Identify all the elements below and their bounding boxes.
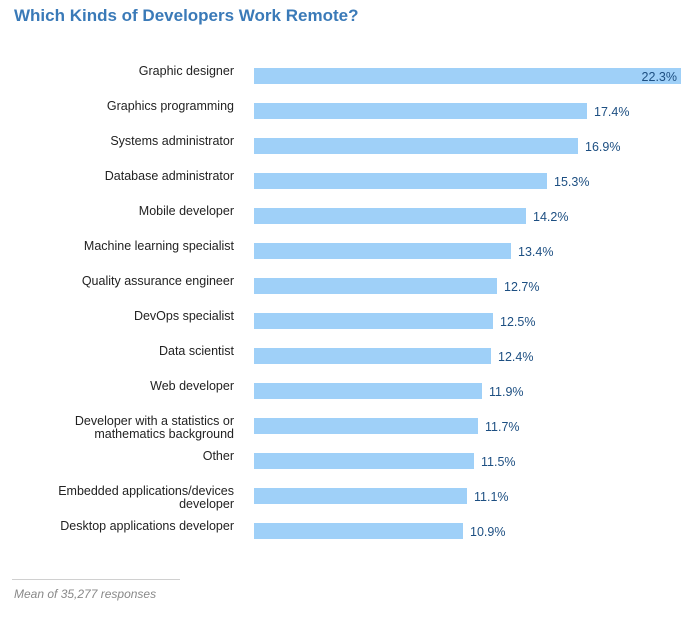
- value-label-6: 12.7%: [504, 280, 539, 294]
- value-label-10: 11.7%: [485, 420, 520, 434]
- bar-5: [254, 243, 511, 259]
- category-label-3: Database administrator: [105, 169, 234, 183]
- category-label-12: Embedded applications/devices developer: [58, 484, 234, 511]
- bar-8: [254, 348, 491, 364]
- value-label-13: 10.9%: [470, 525, 505, 539]
- bar-11: [254, 453, 474, 469]
- category-label-2: Systems administrator: [110, 134, 234, 148]
- footnote-divider: [12, 579, 180, 580]
- category-label-8: Data scientist: [159, 344, 235, 358]
- bar-4: [254, 208, 526, 224]
- value-label-9: 11.9%: [489, 385, 524, 399]
- category-label-9: Web developer: [150, 379, 234, 393]
- category-label-10: Developer with a statistics or mathematic…: [75, 414, 234, 441]
- category-label-0: Graphic designer: [139, 64, 234, 78]
- bar-7: [254, 313, 493, 329]
- value-label-0: 22.3%: [642, 70, 677, 84]
- value-label-11: 11.5%: [481, 455, 516, 469]
- bar-1: [254, 103, 587, 119]
- footnote: Mean of 35,277 responses: [14, 587, 157, 601]
- category-label-1: Graphics programming: [107, 99, 234, 113]
- value-label-8: 12.4%: [498, 350, 533, 364]
- bar-13: [254, 523, 463, 539]
- value-label-12: 11.1%: [474, 490, 509, 504]
- category-label-11: Other: [203, 449, 234, 463]
- category-label-13: Desktop applications developer: [60, 519, 234, 533]
- bar-chart: Graphic designer 22.3% Graphics programmin…: [58, 64, 681, 539]
- category-label-7: DevOps specialist: [134, 309, 235, 323]
- value-label-5: 13.4%: [518, 245, 553, 259]
- bar-0: [254, 68, 681, 84]
- value-label-3: 15.3%: [554, 175, 589, 189]
- category-label-5: Machine learning specialist: [84, 239, 235, 253]
- bar-2: [254, 138, 578, 154]
- value-label-1: 17.4%: [594, 105, 629, 119]
- value-label-2: 16.9%: [585, 140, 620, 154]
- chart-title: Which Kinds of Developers Work Remote?: [14, 6, 359, 25]
- bar-3: [254, 173, 547, 189]
- category-label-6: Quality assurance engineer: [82, 274, 234, 288]
- value-label-7: 12.5%: [500, 315, 535, 329]
- value-label-4: 14.2%: [533, 210, 568, 224]
- bar-10: [254, 418, 478, 434]
- bar-6: [254, 278, 497, 294]
- bar-9: [254, 383, 482, 399]
- category-label-4: Mobile developer: [139, 204, 234, 218]
- bar-12: [254, 488, 467, 504]
